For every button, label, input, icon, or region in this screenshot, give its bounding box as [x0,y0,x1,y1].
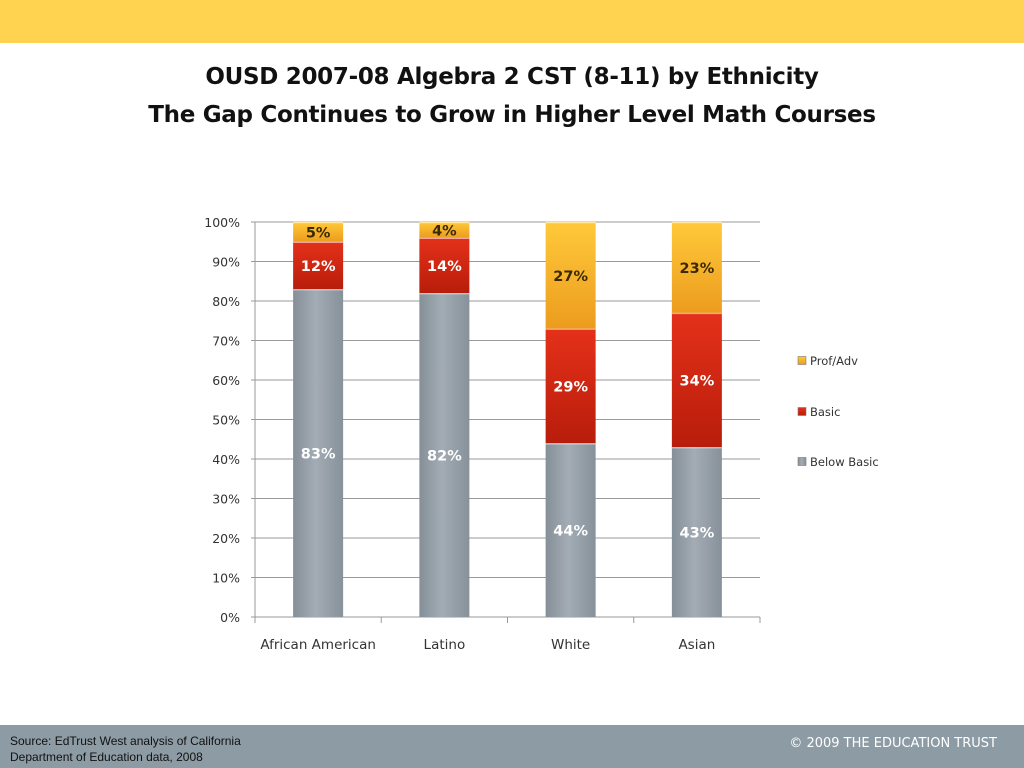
bar-segment-basic [671,312,722,448]
legend-label: Below Basic [810,455,879,469]
title-line-1: OUSD 2007-08 Algebra 2 CST (8-11) by Eth… [205,64,819,90]
top-accent-bar [0,0,1024,43]
bars [293,221,722,617]
data-label: 14% [427,259,462,275]
data-label: 5% [306,225,331,241]
y-tick-label: 0% [220,610,240,625]
data-label: 83% [301,447,336,463]
source-line-1: Source: EdTrust West analysis of Califor… [10,734,241,748]
bar-segment-below-basic [671,447,722,617]
bar-segment-prof-adv [671,222,722,313]
bar-segment-basic [545,328,596,444]
data-label: 23% [680,261,715,277]
x-axis-ticks: African American Latino White Asian [260,637,715,653]
source-line-2: Department of Education data, 2008 [10,750,203,764]
y-tick-label: 90% [212,255,240,270]
data-label: 44% [553,524,588,540]
data-label: 4% [432,223,457,239]
bar-segment-below-basic [545,443,596,617]
legend-label: Basic [810,405,840,419]
bar-segment-prof-adv [293,222,344,242]
y-tick-label: 60% [212,373,240,388]
data-label: 43% [680,526,715,542]
data-label: 34% [680,374,715,390]
y-tick-label: 80% [212,294,240,309]
y-tick-label: 50% [212,413,240,428]
data-label: 12% [301,259,336,275]
copyright-text: © 2009 THE EDUCATION TRUST [789,736,997,751]
legend: Prof/Adv Basic Below Basic [797,354,879,469]
bar-segment-basic [419,237,470,294]
bar-segment-basic [293,241,344,290]
data-label: 29% [553,379,588,395]
stacked-bar-chart: 0% 10% 20% 30% 40% 50% 60% 70% 80% 90% 100% 83% 12%… [204,215,879,653]
bar-segment-below-basic [293,289,344,617]
x-tick-label: Latino [424,637,466,653]
legend-swatch [797,407,807,416]
y-tick-label: 20% [212,531,240,546]
data-label: 27% [553,269,588,285]
x-tick-label: Asian [678,637,715,653]
data-label: 82% [427,449,462,465]
data-labels: 83% 12% 5% 82% 14% 4% 44% 29% 27% 43% 34% 23% [301,223,715,541]
y-axis-ticks: 0% 10% 20% 30% 40% 50% 60% 70% 80% 90% 100% [204,215,240,625]
y-tick-label: 30% [212,492,240,507]
bar-segment-prof-adv [419,222,470,238]
bar-segment-below-basic [419,293,470,617]
slide-title: OUSD 2007-08 Algebra 2 CST (8-11) by Eth… [0,58,1024,134]
y-tick-label: 70% [212,334,240,349]
source-note: Source: EdTrust West analysis of Califor… [10,733,241,765]
footer-bar: Source: EdTrust West analysis of Califor… [0,725,1024,768]
x-tick-label: African American [260,637,376,653]
y-tick-label: 10% [212,571,240,586]
legend-label: Prof/Adv [810,354,858,368]
y-tick-label: 40% [212,452,240,467]
legend-swatch [797,356,807,365]
y-tick-label: 100% [204,215,240,230]
x-tick-label: White [551,637,590,653]
bar-segment-prof-adv [545,222,596,329]
title-line-2: The Gap Continues to Grow in Higher Leve… [148,102,876,128]
legend-swatch [797,457,807,466]
